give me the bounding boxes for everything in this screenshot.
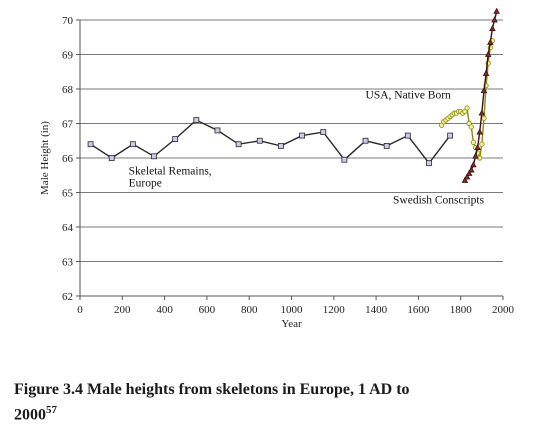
- y-tick-labels: 62 63 64 65 66 67 68 69 70: [62, 15, 80, 303]
- data-point-2-15: [493, 7, 500, 14]
- annotation-2: USA, Native Born: [366, 90, 452, 102]
- data-point-0-14: [383, 143, 390, 149]
- y-tick-label-4: 66: [62, 153, 74, 165]
- x-tick-label-9: 1800: [450, 304, 473, 316]
- x-tick-label-5: 1000: [281, 304, 304, 316]
- annotation-1: Europe: [129, 177, 162, 189]
- data-point-2-3: [468, 166, 475, 173]
- figure-caption: Figure 3.4 Male heights from skeletons i…: [14, 380, 540, 425]
- data-point-2-12: [487, 38, 494, 45]
- data-point-0-3: [151, 153, 157, 160]
- data-point-0-4: [172, 136, 179, 142]
- data-point-2-4: [470, 161, 477, 168]
- caption-line-2: 2000: [14, 406, 46, 424]
- caption-footnote-marker: 57: [46, 404, 57, 416]
- data-point-0-16: [426, 160, 432, 167]
- series-0: [87, 117, 454, 167]
- data-point-0-15: [404, 132, 411, 139]
- data-point-2-6: [474, 144, 481, 151]
- data-point-2-11: [484, 50, 492, 57]
- data-point-0-1: [108, 155, 115, 161]
- data-point-0-8: [256, 137, 263, 144]
- caption-line-1: Figure 3.4 Male heights from skeletons i…: [14, 381, 410, 398]
- gridlines: [80, 19, 503, 262]
- x-tick-label-3: 600: [199, 304, 216, 316]
- data-point-0-11: [320, 129, 327, 136]
- data-point-2-14: [491, 16, 498, 23]
- data-point-0-10: [299, 132, 305, 139]
- data-point-0-2: [129, 141, 136, 148]
- y-tick-label-1: 63: [62, 257, 74, 269]
- y-tick-label-8: 70: [62, 15, 74, 27]
- x-tick-label-10: 2000: [492, 304, 515, 316]
- data-point-0-12: [341, 156, 348, 163]
- data-point-2-1: [463, 173, 471, 180]
- data-point-2-7: [476, 128, 484, 135]
- x-tick-label-7: 1400: [365, 304, 388, 316]
- x-axis-label: Year: [281, 318, 302, 330]
- data-point-0-17: [447, 132, 454, 139]
- data-point-0-0: [87, 141, 94, 148]
- annotation-0: Skeletal Remains,: [129, 166, 212, 178]
- data-point-0-5: [193, 117, 200, 123]
- series-2: [461, 7, 500, 183]
- y-tick-label-0: 62: [62, 291, 73, 303]
- y-tick-label-6: 68: [62, 84, 74, 96]
- data-point-1-19: [479, 141, 485, 147]
- data-point-0-13: [362, 137, 369, 144]
- data-point-1-14: [468, 124, 474, 130]
- x-tick-label-6: 1200: [323, 304, 346, 316]
- y-tick-label-3: 65: [62, 188, 74, 200]
- series-line-0: [90, 119, 451, 165]
- data-point-2-5: [472, 152, 479, 159]
- annotations: Skeletal Remains,Europe USA, Native Born S…: [129, 90, 485, 207]
- data-point-0-6: [214, 127, 221, 134]
- x-tick-label-0: 0: [77, 304, 83, 316]
- data-point-2-10: [482, 69, 490, 76]
- data-point-0-7: [235, 141, 242, 148]
- data-point-2-2: [465, 169, 473, 176]
- y-axis-label: Male Height (in): [39, 121, 51, 195]
- data-point-1-20: [481, 115, 487, 121]
- data-point-2-8: [478, 109, 486, 116]
- data-point-2-0: [461, 176, 469, 183]
- data-series: [87, 7, 500, 183]
- data-point-0-9: [278, 143, 284, 149]
- data-point-2-9: [480, 87, 488, 94]
- data-point-1-15: [470, 139, 476, 146]
- x-tick-label-1: 200: [114, 304, 131, 316]
- y-tick-label-2: 64: [62, 222, 74, 234]
- y-tick-label-7: 69: [62, 50, 74, 62]
- chart-svg: 62 63 64 65 66 67 68 69 70 0 200 400 600 800 1000 1200…: [39, 7, 515, 330]
- x-tick-label-8: 1600: [407, 304, 430, 316]
- data-point-1-12: [464, 105, 470, 111]
- data-point-2-13: [489, 24, 496, 32]
- x-tick-label-4: 800: [241, 304, 258, 316]
- x-tick-label-2: 400: [156, 304, 173, 316]
- series-1: [439, 38, 496, 161]
- y-tick-label-5: 67: [62, 119, 74, 131]
- annotation-3: Swedish Conscripts: [393, 195, 485, 207]
- x-tick-labels: 0 200 400 600 800 1000 1200 1400 1600 1800 2000: [77, 296, 515, 316]
